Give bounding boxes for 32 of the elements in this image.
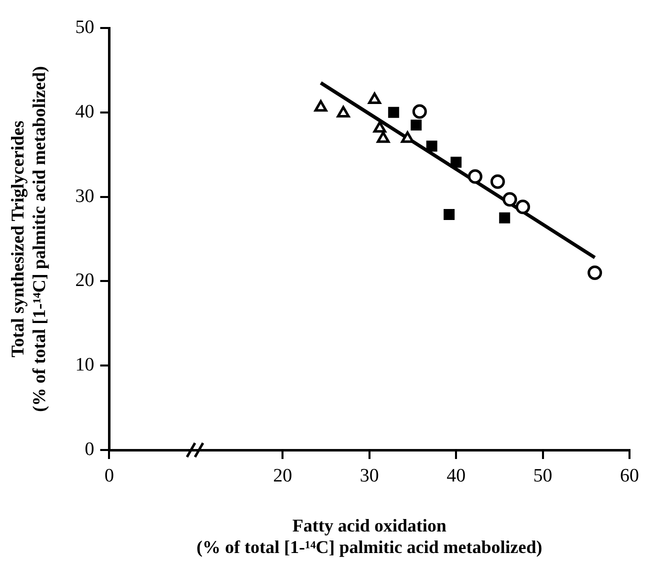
point [373,121,386,133]
y-tick-label: 0 [84,438,94,460]
point [499,212,510,224]
point [468,169,482,184]
point [588,266,602,280]
y-axis-title: Total synthesized Triglycerides (% of total [1-¹⁴C] palmitic acid metabolized) [7,66,50,412]
point [516,200,530,214]
y-tick-label: 40 [75,101,94,122]
point [444,209,455,220]
x-tick-label: 20 [273,465,292,486]
point [412,104,427,119]
point [490,174,505,189]
point [388,106,400,118]
point [450,156,462,168]
x-tick-label: 60 [620,465,639,486]
x-tick-label: 30 [360,465,379,486]
point [314,100,328,112]
x-tick-label: 0 [104,465,114,486]
y-tick-label: 30 [75,186,94,207]
x-tick-label: 50 [533,465,552,486]
point [426,140,438,152]
point [502,192,518,207]
y-tick-label: 20 [75,270,94,292]
point [410,120,422,131]
x-axis-title: Fatty acid oxidation (% of total [1-¹⁴C] palmitic acid metabolized) [196,515,542,557]
x-tick-label: 40 [446,465,466,486]
point [336,106,350,118]
y-tick-label: 50 [75,16,94,38]
point [368,92,381,104]
y-tick-label: 10 [75,354,94,376]
point [401,131,414,143]
point [376,131,390,143]
